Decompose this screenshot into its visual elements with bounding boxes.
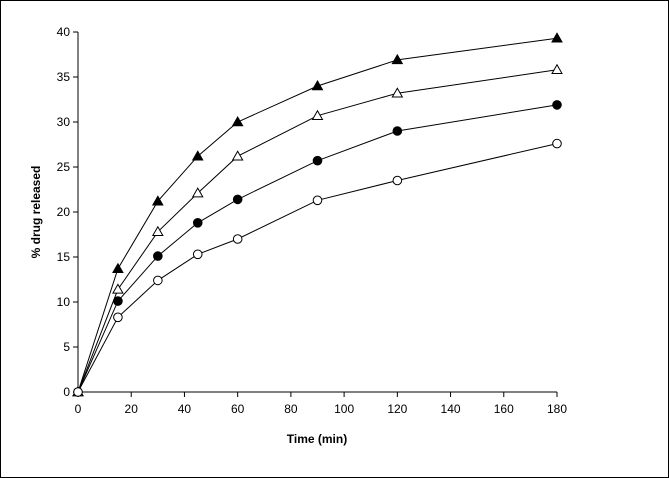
x-tick-label: 0 bbox=[75, 402, 82, 416]
y-tick-label: 10 bbox=[57, 295, 71, 309]
x-tick-label: 180 bbox=[547, 402, 567, 416]
series-open-circle bbox=[73, 138, 562, 397]
data-point bbox=[391, 87, 404, 98]
series-line-filled-circle bbox=[77, 104, 558, 393]
data-point bbox=[112, 283, 124, 294]
data-point bbox=[73, 387, 83, 397]
data-point bbox=[311, 109, 324, 120]
series-line-open-triangle bbox=[77, 69, 558, 393]
y-tick-label: 40 bbox=[57, 25, 71, 39]
data-point bbox=[551, 63, 563, 75]
data-point bbox=[153, 251, 163, 261]
x-tick-label: 20 bbox=[125, 402, 139, 416]
x-tick-label: 100 bbox=[334, 402, 354, 416]
data-point bbox=[192, 249, 203, 260]
data-point bbox=[112, 262, 124, 273]
data-point bbox=[151, 195, 164, 206]
data-point bbox=[552, 138, 562, 149]
y-tick-label: 25 bbox=[57, 160, 71, 174]
y-ticks: 0 5 10 15 20 25 30 35 40 bbox=[57, 25, 78, 399]
data-point bbox=[192, 218, 203, 228]
data-point bbox=[312, 155, 323, 166]
y-tick-label: 0 bbox=[63, 385, 70, 399]
data-point bbox=[191, 187, 204, 198]
data-point bbox=[391, 53, 404, 65]
data-point bbox=[392, 126, 403, 136]
data-point bbox=[231, 150, 244, 161]
series-layer bbox=[72, 32, 563, 397]
y-tick-label: 15 bbox=[57, 250, 71, 264]
y-tick-label: 20 bbox=[57, 205, 71, 219]
data-point bbox=[311, 79, 324, 91]
axes: 0 5 10 15 20 25 30 35 40 0 20 40 60 80 100 120 140 160 18… bbox=[57, 25, 568, 416]
data-point bbox=[552, 100, 562, 110]
data-point bbox=[151, 225, 164, 237]
data-point bbox=[312, 195, 323, 206]
data-point bbox=[232, 194, 243, 205]
data-point bbox=[231, 115, 244, 127]
y-tick-label: 35 bbox=[57, 70, 71, 84]
x-tick-label: 160 bbox=[494, 402, 514, 416]
data-point bbox=[392, 175, 403, 186]
data-point bbox=[232, 234, 243, 244]
y-tick-label: 5 bbox=[63, 340, 70, 354]
x-tick-label: 140 bbox=[441, 402, 461, 416]
x-ticks: 0 20 40 60 80 100 120 140 160 180 bbox=[75, 392, 567, 416]
x-tick-label: 120 bbox=[387, 402, 407, 416]
data-point bbox=[113, 296, 123, 306]
x-tick-label: 60 bbox=[231, 402, 245, 416]
data-point bbox=[153, 275, 163, 286]
data-point bbox=[551, 32, 563, 43]
y-axis-title: % drug released bbox=[29, 166, 43, 259]
x-tick-label: 80 bbox=[284, 402, 298, 416]
series-line-filled-triangle bbox=[77, 37, 558, 393]
series-filled-triangle bbox=[72, 32, 563, 397]
x-axis-title: Time (min) bbox=[287, 432, 347, 446]
data-point bbox=[191, 150, 204, 161]
series-line-open-circle bbox=[77, 143, 558, 393]
x-tick-label: 40 bbox=[178, 402, 192, 416]
series-open-triangle bbox=[72, 63, 563, 397]
data-point bbox=[113, 312, 123, 323]
y-tick-label: 30 bbox=[57, 115, 71, 129]
